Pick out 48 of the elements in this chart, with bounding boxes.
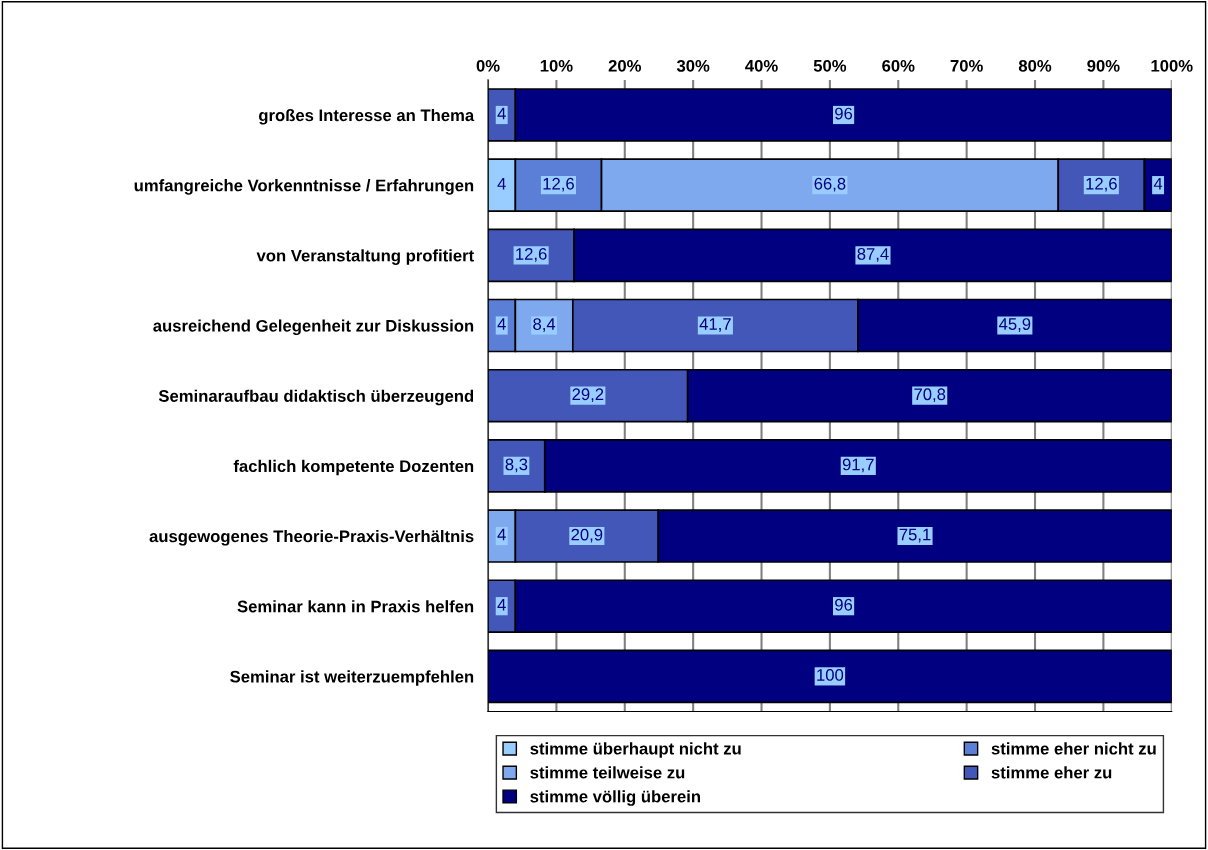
- x-tick-label: 0%: [476, 59, 500, 72]
- y-tick-label: Seminar ist weiterzuempfehlen: [230, 670, 474, 686]
- x-tick-label: 60%: [882, 59, 915, 72]
- data-label: 4: [497, 178, 506, 190]
- x-tick-label: 10%: [540, 59, 573, 72]
- y-tick-label: Seminaraufbau didaktisch überzeugend: [158, 389, 474, 406]
- y-tick-label: fachlich kompetente Dozenten: [233, 459, 474, 476]
- data-label: 96: [835, 598, 853, 611]
- x-tick-label: 90%: [1087, 59, 1120, 72]
- y-tick-label: großes Interesse an Thema: [259, 108, 475, 125]
- data-label: 12,6: [1086, 177, 1117, 192]
- y-tick-label: umfangreiche Vorkenntnisse / Erfahrungen: [134, 179, 474, 195]
- y-tick-label: Seminar kann in Praxis helfen: [237, 600, 474, 613]
- data-label: 66,8: [814, 177, 846, 192]
- data-label: 91,7: [842, 458, 874, 473]
- legend-label: stimme überhaupt nicht zu: [530, 742, 741, 758]
- x-tick-label: 100%: [1151, 59, 1193, 72]
- data-label: 45,9: [999, 318, 1031, 332]
- data-label: 70,8: [914, 388, 946, 403]
- data-label: 8,3: [505, 458, 528, 473]
- x-tick-label: 50%: [813, 59, 847, 72]
- data-label: 20,9: [571, 528, 603, 543]
- data-label: 4: [497, 107, 506, 120]
- data-label: 4: [1153, 178, 1163, 190]
- legend-label: stimme eher nicht zu: [991, 742, 1156, 755]
- data-label: 87,4: [857, 248, 889, 262]
- data-label: 96: [835, 107, 853, 120]
- x-tick-label: 30%: [676, 59, 710, 72]
- legend-label: stimme völlig überein: [530, 790, 700, 806]
- x-tick-label: 20%: [608, 59, 642, 72]
- x-tick-label: 70%: [950, 59, 983, 72]
- legend-label: stimme teilweise zu: [530, 766, 685, 779]
- data-label: 12,6: [543, 177, 574, 192]
- data-label: 4: [497, 528, 506, 541]
- data-label: 41,7: [699, 318, 731, 332]
- data-label: 8,4: [533, 318, 556, 332]
- data-label: 12,6: [516, 248, 547, 262]
- y-tick-label: ausgewogenes Theorie-Praxis-Verhältnis: [149, 529, 474, 546]
- data-label: 4: [497, 599, 506, 611]
- x-tick-label: 80%: [1018, 59, 1052, 72]
- y-tick-label: ausreichend Gelegenheit zur Diskussion: [153, 319, 474, 336]
- y-tick-label: von Veranstaltung profitiert: [256, 249, 474, 265]
- data-label: 4: [497, 318, 506, 330]
- data-label: 75,1: [899, 528, 931, 543]
- x-tick-label: 40%: [745, 59, 778, 72]
- data-label: 29,2: [572, 388, 604, 403]
- data-label: 100: [817, 669, 844, 681]
- legend-label: stimme eher zu: [991, 766, 1112, 779]
